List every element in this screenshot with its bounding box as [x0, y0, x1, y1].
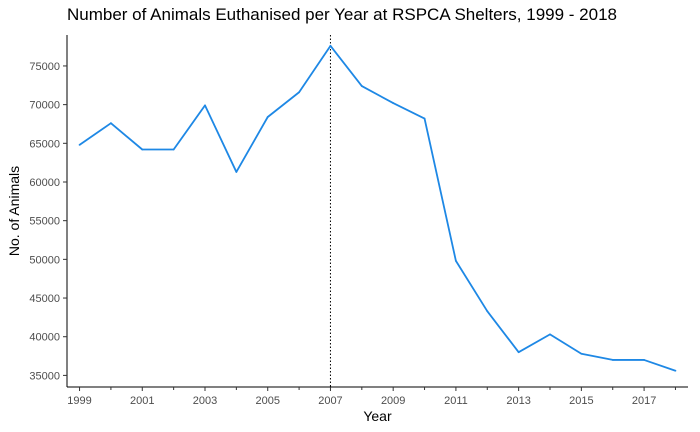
y-axis-title: No. of Animals [6, 166, 22, 256]
x-tick-label: 2011 [444, 395, 468, 407]
y-tick-label: 40000 [29, 332, 60, 344]
data-point [549, 333, 551, 336]
y-tick-label: 60000 [29, 177, 60, 189]
x-tick-label: 1999 [67, 395, 91, 407]
x-tick-label: 2001 [130, 395, 154, 407]
data-point [517, 351, 520, 354]
data-point [360, 85, 363, 87]
x-axis-title: Year [363, 408, 392, 424]
data-point [329, 44, 332, 47]
data-point [235, 171, 238, 173]
x-tick-label: 2017 [632, 395, 656, 407]
data-point [611, 359, 614, 361]
y-tick-label: 50000 [29, 254, 60, 266]
data-point [204, 104, 206, 107]
data-point [298, 91, 300, 94]
data-point [455, 259, 457, 262]
data-point [486, 310, 489, 313]
data-point [78, 143, 81, 146]
y-tick-label: 75000 [29, 61, 60, 73]
data-point [266, 116, 269, 118]
y-tick-label: 55000 [29, 216, 60, 228]
data-point [580, 352, 583, 355]
x-tick-label: 2013 [506, 395, 530, 407]
y-tick-label: 45000 [29, 293, 60, 305]
x-tick-label: 2009 [381, 395, 405, 407]
x-tick-label: 2003 [193, 395, 217, 407]
data-point [392, 102, 395, 104]
data-point [172, 148, 175, 151]
series-line [79, 44, 676, 372]
data-point [141, 148, 144, 151]
data-point [674, 369, 677, 372]
y-tick-label: 70000 [29, 100, 60, 112]
x-tick-label: 2015 [569, 395, 593, 407]
data-point [423, 117, 426, 120]
chart-title: Number of Animals Euthanised per Year at… [67, 5, 617, 24]
x-tick-label: 2005 [255, 395, 279, 407]
data-point [643, 359, 645, 361]
y-tick-label: 65000 [29, 138, 60, 150]
x-tick-label: 2007 [318, 395, 342, 407]
data-point [110, 122, 112, 125]
y-tick-label: 35000 [29, 370, 60, 382]
